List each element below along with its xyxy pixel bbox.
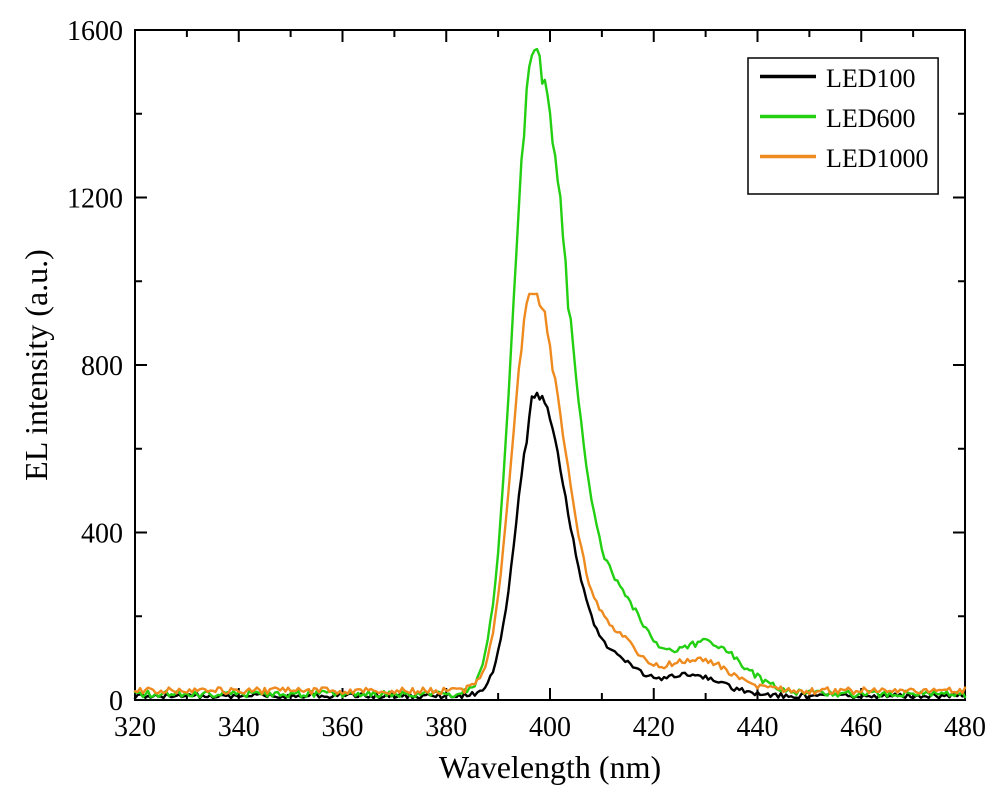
legend-label-LED600: LED600 <box>826 104 916 133</box>
x-tick-label: 340 <box>218 712 260 743</box>
y-tick-label: 800 <box>81 351 123 382</box>
x-tick-label: 460 <box>840 712 882 743</box>
x-tick-label: 400 <box>529 712 571 743</box>
legend: LED100 LED600 LED1000 <box>748 58 938 194</box>
x-axis-title: Wavelength (nm) <box>439 749 661 785</box>
x-tick-label: 480 <box>944 712 986 743</box>
x-tick-label: 380 <box>425 712 467 743</box>
el-spectrum-chart: 3203403603804004204404604800400800120016… <box>0 0 1000 800</box>
y-axis-title: EL intensity (a.u.) <box>18 249 54 481</box>
legend-label-LED100: LED100 <box>826 64 916 93</box>
x-tick-label: 440 <box>737 712 779 743</box>
x-tick-label: 360 <box>322 712 364 743</box>
y-tick-label: 0 <box>109 686 123 717</box>
y-tick-label: 1200 <box>67 183 123 214</box>
y-tick-label: 1600 <box>67 16 123 47</box>
y-tick-label: 400 <box>81 518 123 549</box>
x-tick-label: 420 <box>633 712 675 743</box>
legend-label-LED1000: LED1000 <box>826 144 929 173</box>
